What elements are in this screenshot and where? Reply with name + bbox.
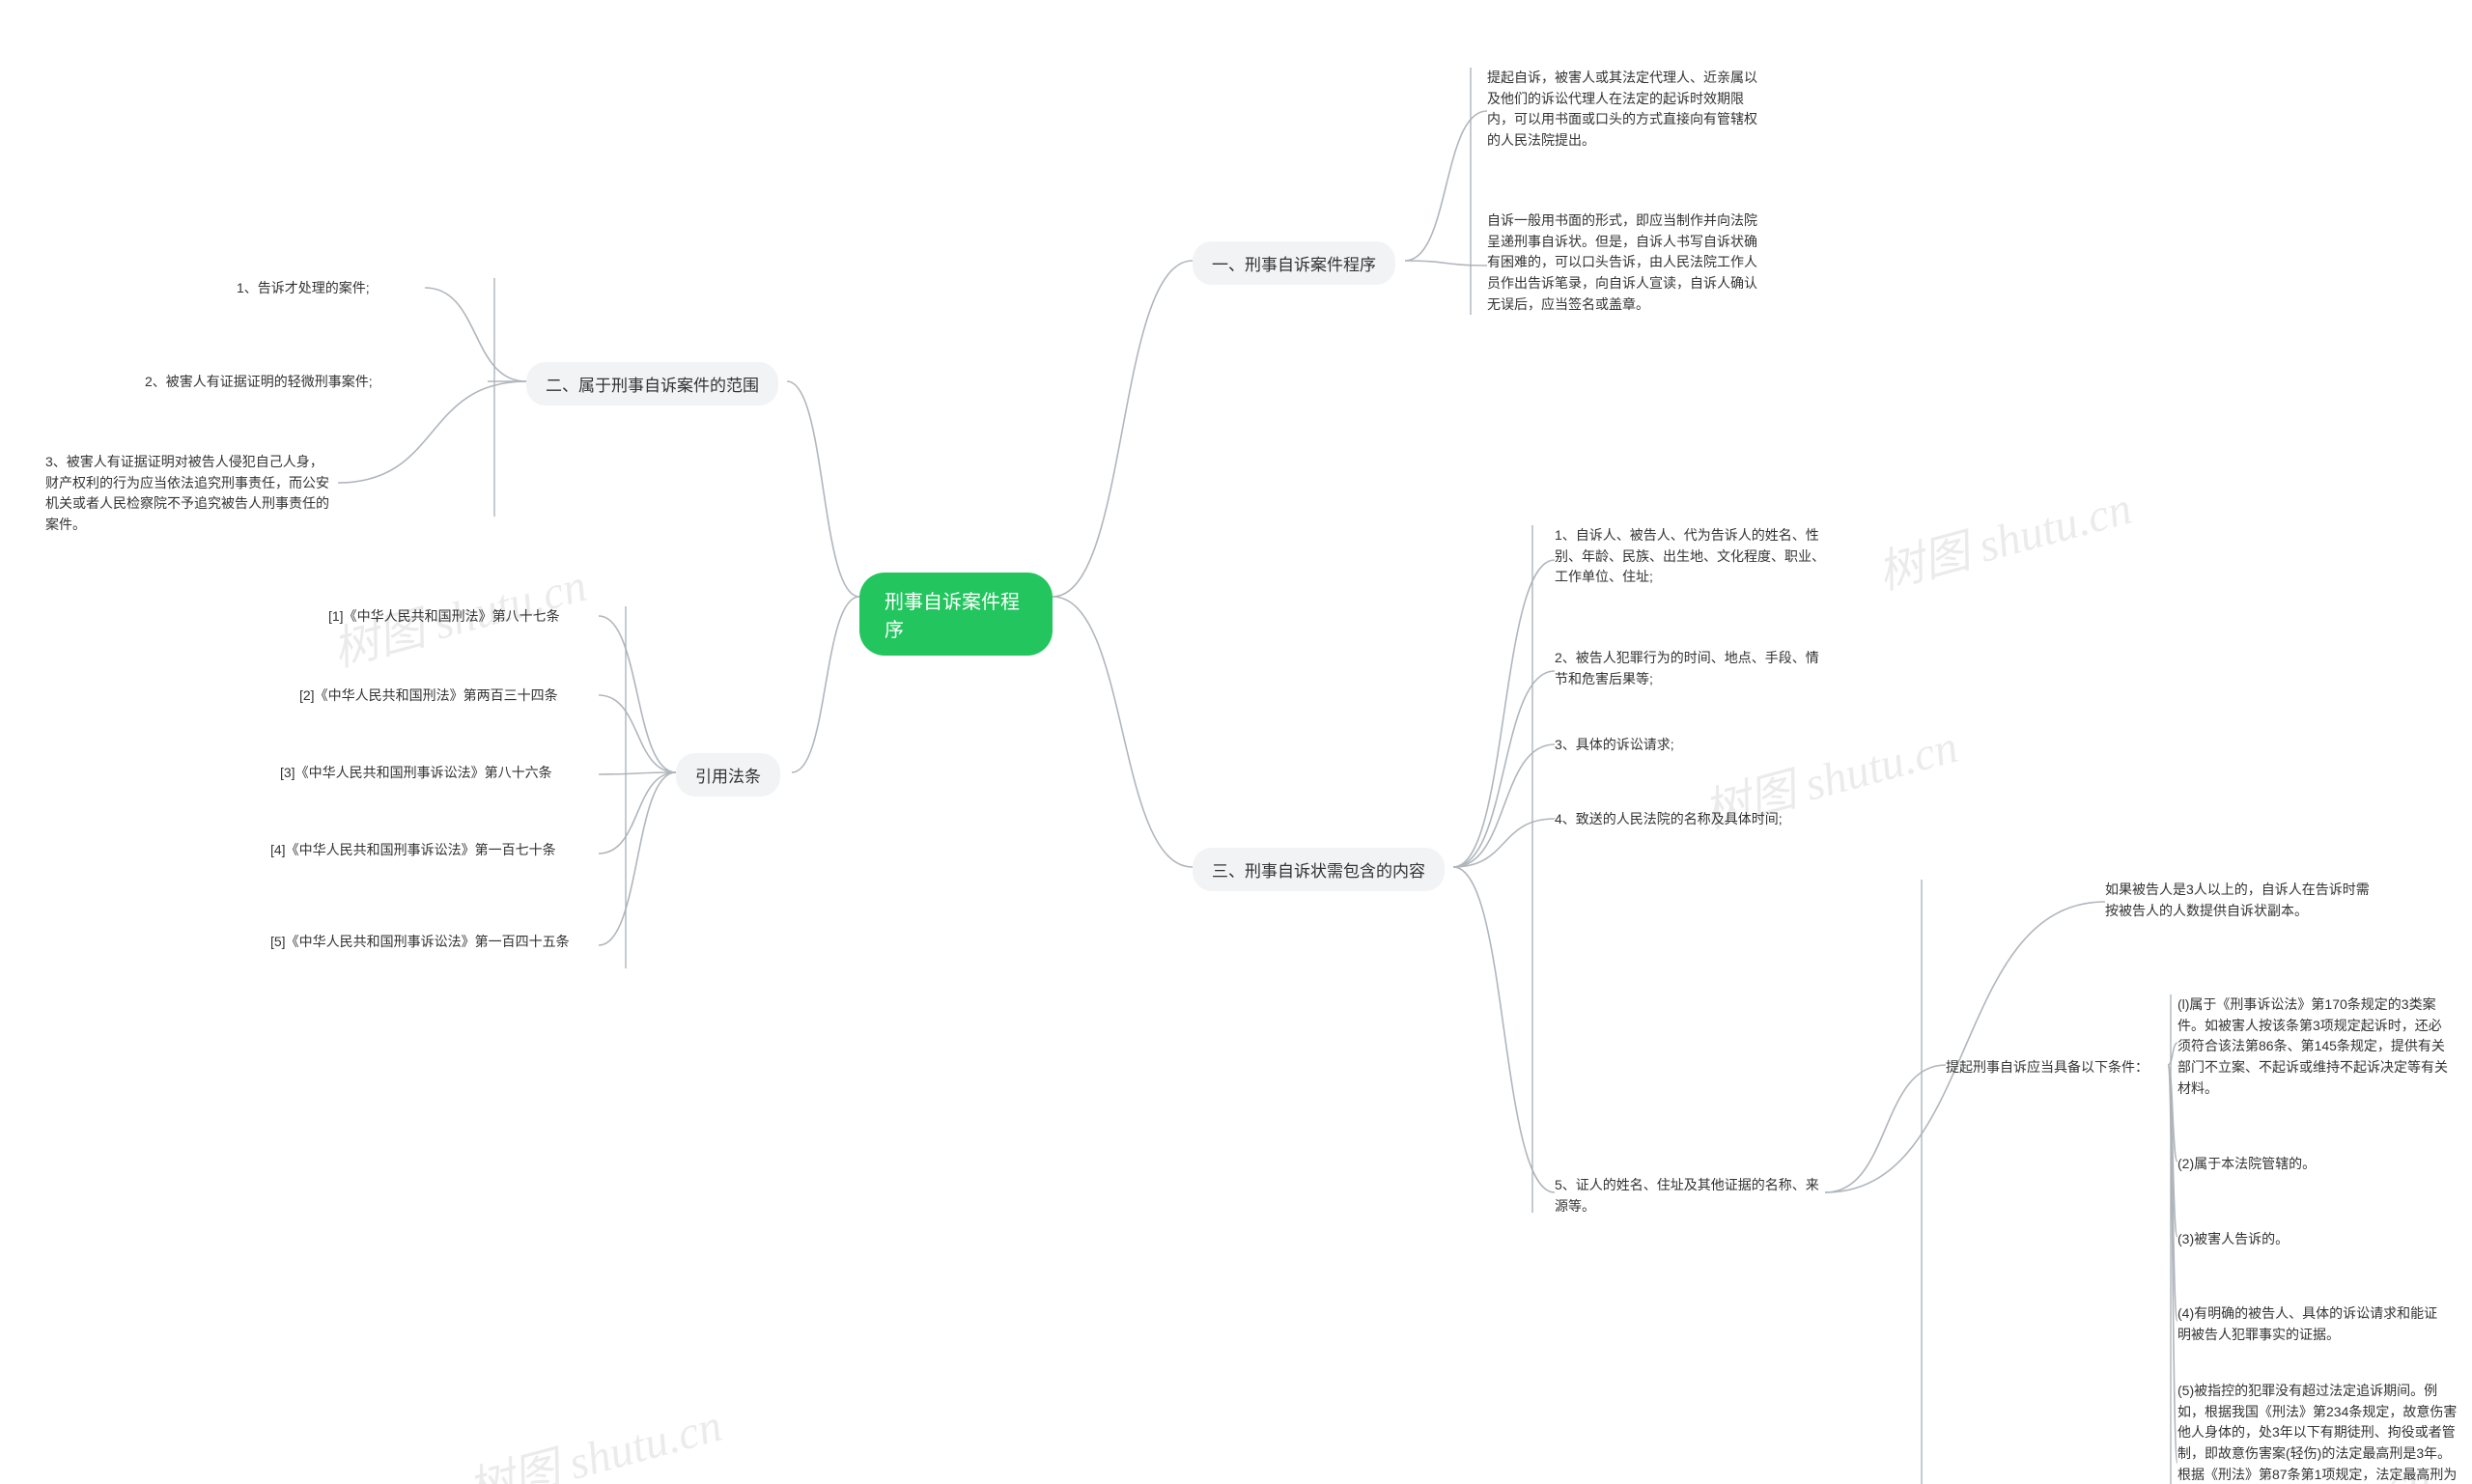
watermark: 树图 shutu.cn	[460, 1386, 728, 1484]
branch-2: 二、属于刑事自诉案件的范围	[526, 362, 778, 406]
leaf-b3-5-c4: (4)有明确的被告人、具体的诉讼请求和能证明被告人犯罪事实的证据。	[2177, 1303, 2448, 1345]
leaf-b2-1: 1、告诉才处理的案件;	[237, 278, 370, 299]
leaf-b3-1: 1、自诉人、被告人、代为告诉人的姓名、性别、年龄、民族、出生地、文化程度、职业、…	[1555, 525, 1825, 588]
leaf-b3-2: 2、被告人犯罪行为的时间、地点、手段、情节和危害后果等;	[1555, 648, 1825, 689]
leaf-b4-4: [4]《中华人民共和国刑事诉讼法》第一百七十条	[270, 840, 556, 861]
leaf-b3-5-c1: (l)属于《刑事诉讼法》第170条规定的3类案件。如被害人按该条第3项规定起诉时…	[2177, 994, 2448, 1099]
leaf-b3-3: 3、具体的诉讼请求;	[1555, 735, 1674, 756]
leaf-b1-2: 自诉一般用书面的形式，即应当制作并向法院呈递刑事自诉状。但是，自诉人书写自诉状确…	[1487, 210, 1757, 315]
leaf-b4-1: [1]《中华人民共和国刑法》第八十七条	[328, 606, 560, 628]
branch-3: 三、刑事自诉状需包含的内容	[1193, 848, 1445, 891]
leaf-b3-5-c5: (5)被指控的犯罪没有超过法定追诉期间。例如，根据我国《刑法》第234条规定，故…	[2177, 1381, 2458, 1484]
leaf-b4-3: [3]《中华人民共和国刑事诉讼法》第八十六条	[280, 763, 552, 784]
branch-4: 引用法条	[676, 753, 780, 797]
leaf-b2-3: 3、被害人有证据证明对被告人侵犯自己人身，财产权利的行为应当依法追究刑事责任，而…	[45, 452, 335, 536]
leaf-b4-5: [5]《中华人民共和国刑事诉讼法》第一百四十五条	[270, 932, 570, 953]
leaf-b3-5-cond-title: 提起刑事自诉应当具备以下条件：	[1946, 1057, 2149, 1078]
edge-layer	[0, 0, 2472, 1484]
leaf-b4-2: [2]《中华人民共和国刑法》第两百三十四条	[299, 686, 558, 707]
branch-1: 一、刑事自诉案件程序	[1193, 241, 1395, 285]
leaf-b2-2: 2、被害人有证据证明的轻微刑事案件;	[145, 372, 373, 393]
leaf-b3-4: 4、致送的人民法院的名称及具体时间;	[1555, 809, 1783, 830]
leaf-b3-5-c3: (3)被害人告诉的。	[2177, 1229, 2289, 1250]
root-node: 刑事自诉案件程序	[859, 573, 1053, 656]
leaf-b3-5-caption: 如果被告人是3人以上的，自诉人在告诉时需按被告人的人数提供自诉状副本。	[2105, 880, 2375, 921]
leaf-b3-5-c2: (2)属于本法院管辖的。	[2177, 1154, 2316, 1175]
leaf-b1-1: 提起自诉，被害人或其法定代理人、近亲属以及他们的诉讼代理人在法定的起诉时效期限内…	[1487, 68, 1757, 152]
leaf-b3-5: 5、证人的姓名、住址及其他证据的名称、来源等。	[1555, 1175, 1825, 1217]
watermark: 树图 shutu.cn	[1869, 469, 2138, 602]
